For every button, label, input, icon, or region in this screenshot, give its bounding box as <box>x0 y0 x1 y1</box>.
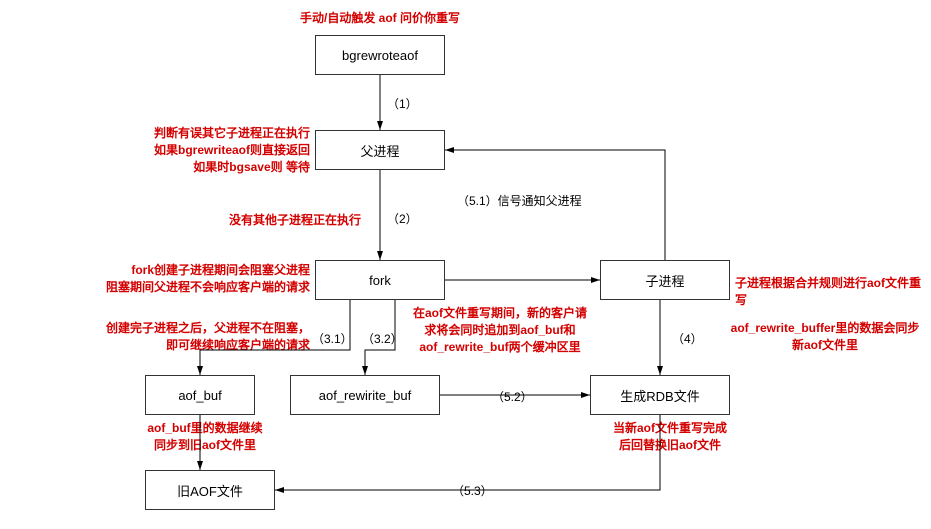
edge-label-2: （2） <box>385 210 420 227</box>
edge-label-52: （5.2） <box>490 388 535 405</box>
note-aofbuf: aof_buf里的数据继续 同步到旧aof文件里 <box>135 420 275 454</box>
note-parentside: 判断有误其它子进程正在执行 如果bgrewriteaof则直接返回 如果时bgs… <box>100 125 310 175</box>
node-rewrite-buf: aof_rewirite_buf <box>290 375 440 415</box>
note-forkside: fork创建子进程期间会阻塞父进程 阻塞期间父进程不会响应客户端的请求 <box>85 262 310 296</box>
note-replace: 当新aof文件重写完成 后回替换旧aof文件 <box>600 420 740 454</box>
node-parent: 父进程 <box>315 130 445 170</box>
edge-label-1: （1） <box>385 95 420 112</box>
node-fork: fork <box>315 260 445 300</box>
note-buffers: 在aof文件重写期间，新的客户请 求将会同时追加到aof_buf和 aof_re… <box>400 305 600 355</box>
note-childside1: 子进程根据合并规则进行aof文件重写 <box>735 275 930 309</box>
note-childside2: aof_rewrite_buffer里的数据会同步 新aof文件里 <box>720 320 930 354</box>
node-rdb: 生成RDB文件 <box>590 375 730 415</box>
node-bgrewroteaof: bgrewroteaof <box>315 35 445 75</box>
note-afterfork: 创建完子进程之后，父进程不在阻塞， 即可继续响应客户端的请求 <box>60 320 310 354</box>
edge-label-51: （5.1）信号通知父进程 <box>455 192 584 209</box>
note-top: 手动/自动触发 aof 问价你重写 <box>290 10 470 27</box>
note-nochild: 没有其他子进程正在执行 <box>215 212 375 229</box>
node-child: 子进程 <box>600 260 730 300</box>
edge-label-31: （3.1） <box>310 330 355 347</box>
node-old-aof: 旧AOF文件 <box>145 470 275 510</box>
edge-label-4: （4） <box>670 330 705 347</box>
edge-label-53: （5.3） <box>450 482 495 499</box>
edge-label-32: （3.2） <box>360 330 405 347</box>
node-aof-buf: aof_buf <box>145 375 255 415</box>
